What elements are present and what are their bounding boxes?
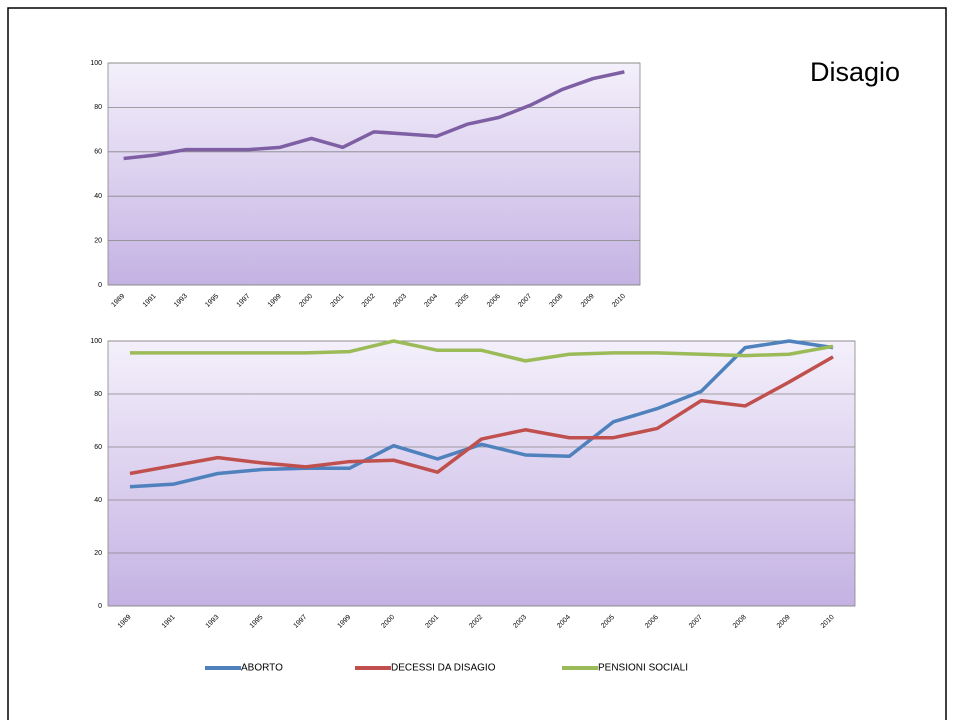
y-tick-label: 100 xyxy=(90,60,102,67)
x-tick-label: 2002 xyxy=(468,614,484,630)
y-tick-label: 60 xyxy=(94,444,102,451)
x-tick-label: 2008 xyxy=(549,293,565,309)
data-line xyxy=(129,339,834,363)
plot-area xyxy=(107,62,641,286)
x-tick-label: 1989 xyxy=(117,614,133,630)
y-tick-label: 80 xyxy=(94,104,102,111)
y-tick-label: 40 xyxy=(94,193,102,200)
x-tick-label: 1999 xyxy=(267,293,283,309)
legend-label: ABORTO xyxy=(241,663,283,674)
y-tick-label: 0 xyxy=(98,603,102,610)
y-tick-label: 100 xyxy=(90,338,102,345)
slide-border xyxy=(7,7,947,720)
x-tick-label: 2003 xyxy=(512,614,528,630)
y-tick-label: 40 xyxy=(94,497,102,504)
x-tick-label: 2001 xyxy=(329,293,345,309)
data-line xyxy=(129,339,834,489)
y-tick-label: 80 xyxy=(94,391,102,398)
y-tick-label: 20 xyxy=(94,550,102,557)
data-line xyxy=(123,70,625,161)
y-tick-label: 0 xyxy=(98,282,102,289)
x-tick-label: 2007 xyxy=(688,614,704,630)
x-tick-label: 2009 xyxy=(776,614,792,630)
x-tick-label: 2000 xyxy=(298,293,314,309)
x-tick-label: 1991 xyxy=(142,293,158,309)
data-line xyxy=(129,355,834,476)
x-tick-label: 2009 xyxy=(580,293,596,309)
x-tick-label: 1993 xyxy=(205,614,221,630)
slide-title: Disagio xyxy=(810,57,900,87)
x-tick-label: 2004 xyxy=(556,614,572,630)
x-tick-label: 1989 xyxy=(110,293,126,309)
x-tick-label: 2010 xyxy=(611,293,627,309)
legend-label: DECESSI DA DISAGIO xyxy=(391,663,496,674)
x-tick-label: 2005 xyxy=(600,614,616,630)
x-tick-label: 2010 xyxy=(820,614,836,630)
x-tick-label: 1993 xyxy=(173,293,189,309)
x-tick-label: 2001 xyxy=(424,614,440,630)
x-tick-label: 2006 xyxy=(486,293,502,309)
x-tick-label: 2004 xyxy=(423,293,439,309)
x-tick-label: 2006 xyxy=(644,614,660,630)
x-tick-label: 2002 xyxy=(361,293,377,309)
x-tick-label: 2000 xyxy=(380,614,396,630)
legend-label: PENSIONI SOCIALI xyxy=(598,663,688,674)
y-tick-label: 60 xyxy=(94,149,102,156)
x-tick-label: 1995 xyxy=(249,614,265,630)
x-tick-label: 2007 xyxy=(517,293,533,309)
x-tick-label: 2005 xyxy=(455,293,471,309)
x-tick-label: 1995 xyxy=(204,293,220,309)
x-tick-label: 1999 xyxy=(336,614,352,630)
x-tick-label: 1997 xyxy=(292,614,308,630)
x-tick-label: 2003 xyxy=(392,293,408,309)
y-tick-label: 20 xyxy=(94,237,102,244)
x-tick-label: 1997 xyxy=(236,293,252,309)
x-tick-label: 1991 xyxy=(161,614,177,630)
x-tick-label: 2008 xyxy=(732,614,748,630)
